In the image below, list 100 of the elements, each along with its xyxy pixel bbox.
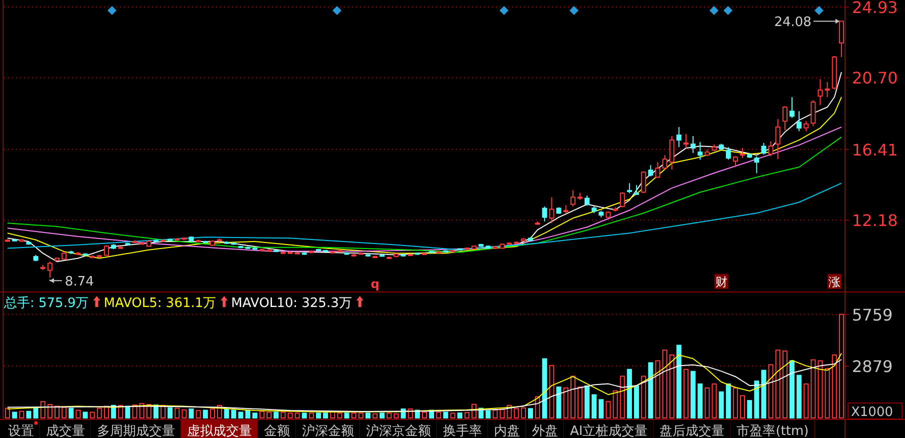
candlestick: [782, 106, 788, 131]
bar: [196, 410, 201, 418]
bar: [542, 358, 548, 418]
text: 盘后成交量: [660, 423, 725, 438]
bar: [754, 380, 760, 418]
bar: [238, 412, 244, 418]
candlestick: [47, 261, 52, 278]
annotation: 财: [715, 275, 728, 289]
bar: [789, 360, 794, 418]
annotation: 涨: [828, 275, 840, 289]
annotation: 24.08: [774, 15, 812, 30]
annotation: q: [370, 277, 380, 291]
bar: [457, 412, 462, 418]
candlestick: [662, 154, 668, 170]
y-tick-label: 24.93: [852, 0, 898, 18]
bar: [231, 410, 236, 418]
bar: [68, 408, 74, 418]
bar: [486, 410, 491, 418]
candlestick: [824, 82, 830, 98]
bar: [818, 360, 823, 418]
candlestick: [740, 147, 746, 158]
candlestick: [775, 118, 780, 160]
bar: [202, 410, 208, 418]
candlestick: [698, 142, 703, 160]
candlestick: [726, 146, 731, 160]
candlestick: [768, 140, 774, 157]
bar: [634, 385, 640, 418]
text: 换手率: [443, 423, 482, 438]
candlestick: [676, 126, 682, 148]
y-tick-label: 12.18: [852, 211, 898, 230]
bar: [188, 408, 194, 418]
text: AI立桩成交量: [570, 423, 648, 438]
bar: [747, 400, 752, 418]
text: 沪深京金额: [366, 423, 431, 438]
text: 内盘: [494, 424, 520, 438]
bar: [82, 412, 88, 418]
text: 设置: [8, 424, 34, 438]
bar: [245, 410, 250, 418]
y-axis-title: X1000: [851, 405, 893, 420]
candlestick: [648, 164, 654, 177]
bar: [5, 408, 10, 418]
candlestick: [634, 184, 640, 196]
bar: [598, 399, 604, 418]
bar: [726, 383, 731, 418]
bar: [274, 412, 279, 418]
bar: [838, 314, 844, 418]
bar: [210, 408, 215, 418]
bar: [832, 354, 837, 418]
bar: [344, 412, 350, 418]
bar: [796, 374, 802, 418]
candlestick: [549, 196, 554, 224]
text: MAVOL5: 361.1万: [104, 296, 216, 311]
candlestick: [810, 100, 816, 127]
bar: [168, 407, 173, 418]
bar: [316, 412, 321, 418]
candlestick: [570, 190, 576, 207]
annotation: 8.74: [64, 274, 94, 290]
text: 虚拟成交量: [187, 423, 252, 438]
y-tick-label: 16.41: [852, 140, 898, 160]
text: 成交量: [46, 423, 85, 438]
bar: [302, 412, 307, 418]
candlestick: [641, 170, 646, 194]
bar: [648, 362, 654, 418]
text: 沪深金额: [302, 423, 354, 438]
y-tick-label: 2879: [852, 357, 893, 376]
candlestick: [542, 206, 548, 222]
bar: [626, 368, 632, 418]
bar: [761, 370, 766, 418]
candlestick: [683, 134, 688, 149]
bar: [26, 410, 32, 418]
bar: [690, 370, 696, 418]
text: 金额: [264, 424, 290, 438]
text: 总手: 575.9万: [3, 296, 89, 311]
bar: [19, 410, 24, 418]
candlestick: [804, 120, 809, 132]
bar: [252, 412, 258, 418]
bar: [584, 385, 590, 418]
bar: [698, 383, 703, 418]
text: 多周期成交量: [97, 423, 175, 438]
candlestick: [690, 136, 696, 154]
bar: [443, 412, 448, 418]
candlestick: [655, 162, 660, 179]
bar: [592, 394, 597, 418]
y-tick-label: 20.70: [852, 68, 898, 88]
candlestick: [818, 78, 823, 106]
bar: [365, 412, 370, 418]
bar: [380, 412, 385, 418]
text: 外盘: [532, 424, 558, 438]
candlestick: [620, 192, 625, 208]
bar: [182, 409, 187, 418]
bar: [528, 408, 534, 418]
bar: [556, 386, 562, 418]
candlestick: [669, 136, 674, 170]
text: MAVOL10: 325.3万: [231, 296, 352, 311]
line-series: [7, 182, 842, 250]
candlestick: [754, 156, 760, 174]
y-tick-label: 5759: [852, 305, 893, 324]
bar: [824, 368, 830, 418]
bar: [676, 344, 682, 418]
bar: [718, 391, 724, 418]
